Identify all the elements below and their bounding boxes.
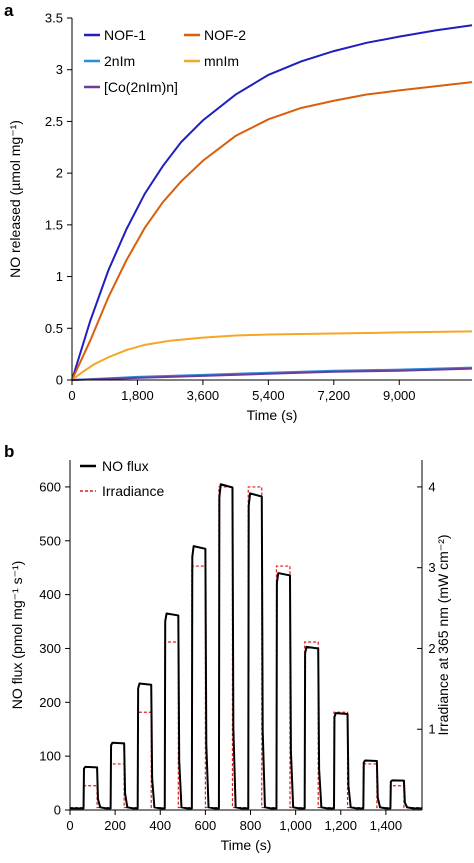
x-tick-label: 9,000 bbox=[383, 388, 416, 403]
panel-label: b bbox=[4, 442, 14, 461]
y-tick-label: 200 bbox=[39, 695, 61, 710]
y-axis-label: NO flux (pmol mg⁻¹ s⁻¹) bbox=[9, 561, 25, 710]
x-tick-label: 1,000 bbox=[279, 818, 312, 833]
x-tick-label: 1,800 bbox=[121, 388, 154, 403]
y-tick-label: 100 bbox=[39, 749, 61, 764]
legend-label-3: mnIm bbox=[204, 53, 239, 69]
x-tick-label: 400 bbox=[149, 818, 171, 833]
series-line-4 bbox=[71, 367, 473, 381]
y-right-tick-label: 2 bbox=[428, 641, 435, 656]
x-tick-label: 3,600 bbox=[187, 388, 220, 403]
y-tick-label: 300 bbox=[39, 641, 61, 656]
legend-label-2: 2nIm bbox=[104, 53, 135, 69]
panel-a-chart: a 0 1,800 3,600 5,400 7,200 9,000 0 0.5 1 1.5 2 2.5 3… bbox=[4, 1, 473, 423]
legend-label-1: Irradiance bbox=[102, 483, 164, 499]
y-right-tick-label: 4 bbox=[428, 479, 435, 494]
y-axis-label: NO released (µmol mg⁻¹) bbox=[7, 120, 23, 278]
x-tick-label: 800 bbox=[240, 818, 262, 833]
x-tick-label: 200 bbox=[104, 818, 126, 833]
series-line-2 bbox=[71, 366, 473, 381]
y-tick-label: 2.5 bbox=[45, 114, 63, 129]
x-tick-label: 0 bbox=[68, 388, 75, 403]
y-tick-label: 3.5 bbox=[45, 11, 63, 26]
legend-label-0: NOF-1 bbox=[104, 27, 146, 43]
y-tick-label: 0 bbox=[56, 373, 63, 388]
y-tick-label: 0.5 bbox=[45, 321, 63, 336]
x-tick-label: 1,200 bbox=[324, 818, 357, 833]
irradiance-line bbox=[70, 486, 422, 809]
x-tick-label: 7,200 bbox=[318, 388, 351, 403]
x-tick-label: 600 bbox=[195, 818, 217, 833]
series-line-3 bbox=[71, 330, 473, 381]
y-tick-label: 500 bbox=[39, 533, 61, 548]
y-tick-label: 0 bbox=[54, 803, 61, 818]
x-tick-label: 1,400 bbox=[370, 818, 403, 833]
series-line-1 bbox=[71, 81, 473, 381]
x-axis-label: Time (s) bbox=[247, 407, 298, 423]
legend-label-4: [Co(2nIm)n] bbox=[104, 79, 178, 95]
legend-label-0: NO flux bbox=[102, 458, 149, 474]
y-tick-label: 400 bbox=[39, 587, 61, 602]
panel-b-chart: b 0 200 400 600 800 1,000 1,200 1,400 0 100 200 300 4… bbox=[4, 442, 451, 853]
series-line-0 bbox=[71, 24, 473, 381]
legend-label-1: NOF-2 bbox=[204, 27, 246, 43]
y-tick-label: 600 bbox=[39, 479, 61, 494]
panel-label: a bbox=[4, 1, 14, 20]
y-tick-label: 1 bbox=[56, 269, 63, 284]
y-tick-label: 2 bbox=[56, 166, 63, 181]
y-tick-label: 1.5 bbox=[45, 217, 63, 232]
y-axis-right-label: Irradiance at 365 nm (mW cm⁻²) bbox=[435, 534, 451, 735]
x-tick-label: 0 bbox=[66, 818, 73, 833]
x-tick-label: 5,400 bbox=[252, 388, 285, 403]
y-right-tick-label: 1 bbox=[428, 722, 435, 737]
x-axis-label: Time (s) bbox=[221, 837, 272, 853]
y-tick-label: 3 bbox=[56, 62, 63, 77]
no-flux-line bbox=[70, 483, 422, 810]
y-right-tick-label: 3 bbox=[428, 560, 435, 575]
